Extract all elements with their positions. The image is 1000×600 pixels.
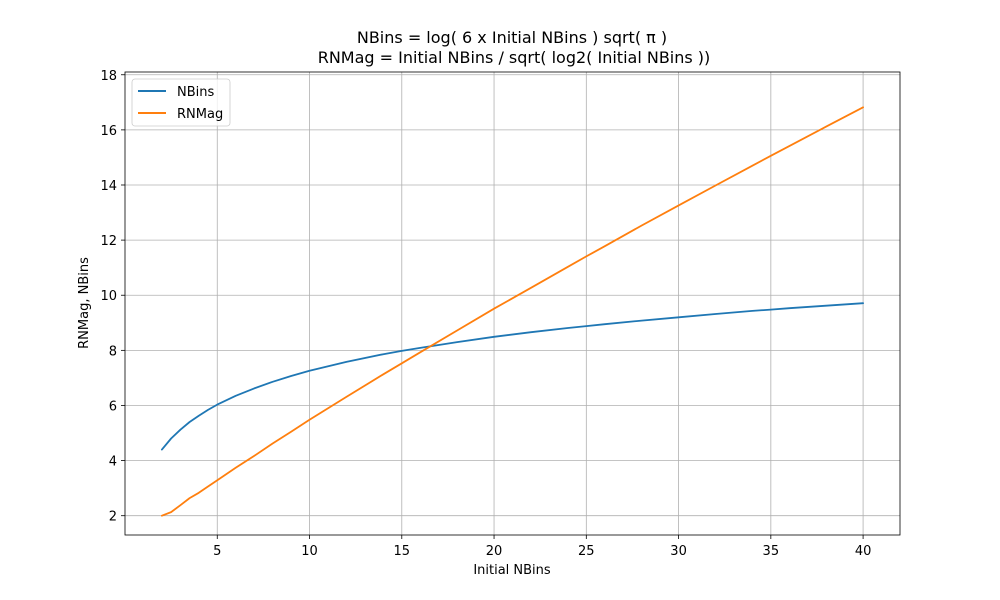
y-tick-label: 4	[109, 455, 117, 470]
y-tick-label: 18	[100, 69, 117, 84]
x-tick-label: 15	[394, 544, 411, 559]
legend-label-nbins: NBins	[177, 85, 214, 100]
chart-title-line-2: RNMag = Initial NBins / sqrt( log2( Init…	[318, 48, 711, 67]
chart-title-line-1: NBins = log( 6 x Initial NBins ) sqrt( π…	[357, 28, 667, 47]
legend-label-rnmag: RNMag	[177, 107, 223, 122]
y-tick-label: 12	[100, 234, 117, 249]
grid-lines	[125, 72, 900, 535]
plot-series	[160, 106, 864, 517]
x-tick-label: 5	[213, 544, 221, 559]
x-tick-label: 30	[670, 544, 687, 559]
y-tick-label: 16	[100, 124, 117, 139]
x-tick-label: 35	[763, 544, 780, 559]
x-tick-label: 40	[855, 544, 872, 559]
y-tick-label: 10	[100, 289, 117, 304]
x-tick-label: 25	[578, 544, 595, 559]
x-tick-label: 10	[301, 544, 318, 559]
y-tick-label: 14	[100, 179, 117, 194]
series-line-nbins	[160, 302, 864, 451]
axis-ticks: 5 10 15 20 25 30 35 40 2 4 6 8 10 12 14 16 18	[100, 69, 871, 559]
series-line-rnmag	[160, 106, 864, 517]
y-axis-label: RNMag, NBins	[77, 257, 92, 349]
y-tick-label: 6	[109, 399, 117, 414]
legend: NBins RNMag	[131, 78, 231, 127]
plot-frame	[124, 71, 901, 536]
x-axis-label: Initial NBins	[473, 563, 551, 578]
x-tick-label: 20	[486, 544, 503, 559]
y-tick-label: 2	[109, 510, 117, 525]
y-tick-label: 8	[109, 344, 117, 359]
